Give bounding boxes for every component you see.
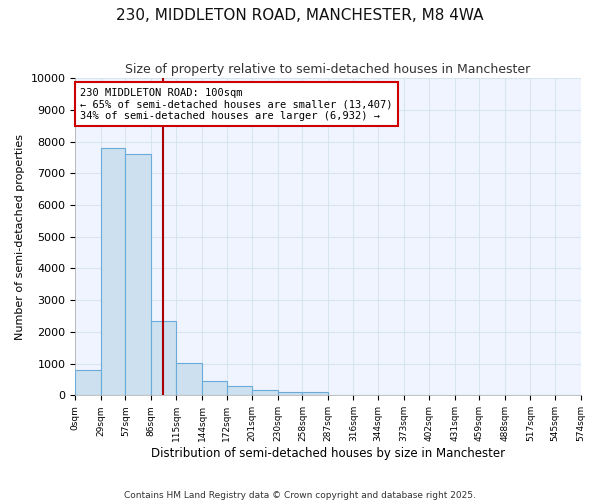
Title: Size of property relative to semi-detached houses in Manchester: Size of property relative to semi-detach… bbox=[125, 62, 530, 76]
Text: 230 MIDDLETON ROAD: 100sqm
← 65% of semi-detached houses are smaller (13,407)
34: 230 MIDDLETON ROAD: 100sqm ← 65% of semi… bbox=[80, 88, 393, 121]
Bar bbox=[101, 148, 125, 396]
Bar bbox=[227, 386, 252, 396]
Y-axis label: Number of semi-detached properties: Number of semi-detached properties bbox=[15, 134, 25, 340]
Bar bbox=[75, 370, 101, 396]
Text: 230, MIDDLETON ROAD, MANCHESTER, M8 4WA: 230, MIDDLETON ROAD, MANCHESTER, M8 4WA bbox=[116, 8, 484, 22]
Bar bbox=[125, 154, 151, 396]
Bar bbox=[176, 363, 202, 396]
Bar bbox=[202, 381, 227, 396]
Bar bbox=[278, 392, 302, 396]
Bar bbox=[252, 390, 278, 396]
Text: Contains HM Land Registry data © Crown copyright and database right 2025.: Contains HM Land Registry data © Crown c… bbox=[124, 490, 476, 500]
Bar bbox=[302, 392, 328, 396]
Bar bbox=[151, 321, 176, 396]
X-axis label: Distribution of semi-detached houses by size in Manchester: Distribution of semi-detached houses by … bbox=[151, 447, 505, 460]
